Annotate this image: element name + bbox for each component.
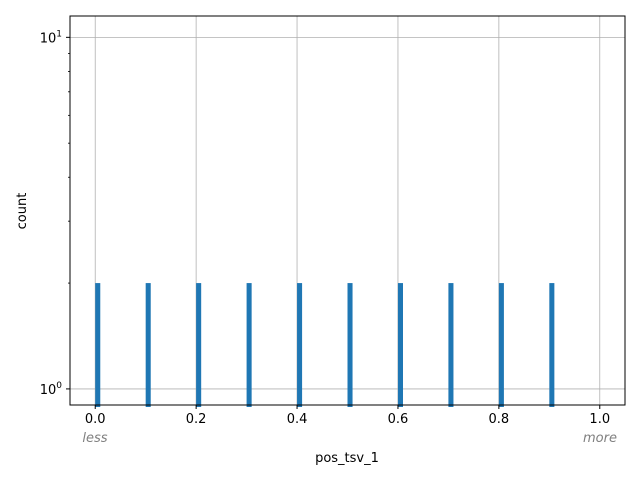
x-hint-less: less: [82, 431, 107, 446]
bar: [196, 283, 202, 407]
plot-frame: [69, 15, 626, 406]
bar: [549, 283, 555, 407]
x-tick-label: 0.6: [388, 412, 409, 427]
bars: [95, 283, 555, 407]
x-tick-label: 1.0: [589, 412, 610, 427]
bar: [448, 283, 454, 407]
x-tick-label: 0.8: [489, 412, 510, 427]
y-axis-title: count: [15, 193, 30, 230]
x-tick-label: 0.0: [85, 412, 106, 427]
y-tick-label: 100: [40, 381, 63, 398]
bar: [397, 283, 403, 407]
x-tick-label: 0.2: [186, 412, 207, 427]
y-tick-label: 101: [40, 29, 62, 46]
bar: [347, 283, 353, 407]
axis-ticks: [66, 36, 601, 409]
bar: [95, 283, 101, 407]
bar: [498, 283, 504, 407]
bar: [297, 283, 303, 407]
bar: [246, 283, 252, 407]
x-hint-more: more: [583, 431, 617, 446]
x-tick-label: 0.4: [287, 412, 308, 427]
tick-labels: 0.0 0.2 0.4 0.6 0.8 1.0 100 101: [40, 29, 610, 427]
x-axis-title: pos_tsv_1: [315, 451, 379, 466]
bar: [145, 283, 151, 407]
